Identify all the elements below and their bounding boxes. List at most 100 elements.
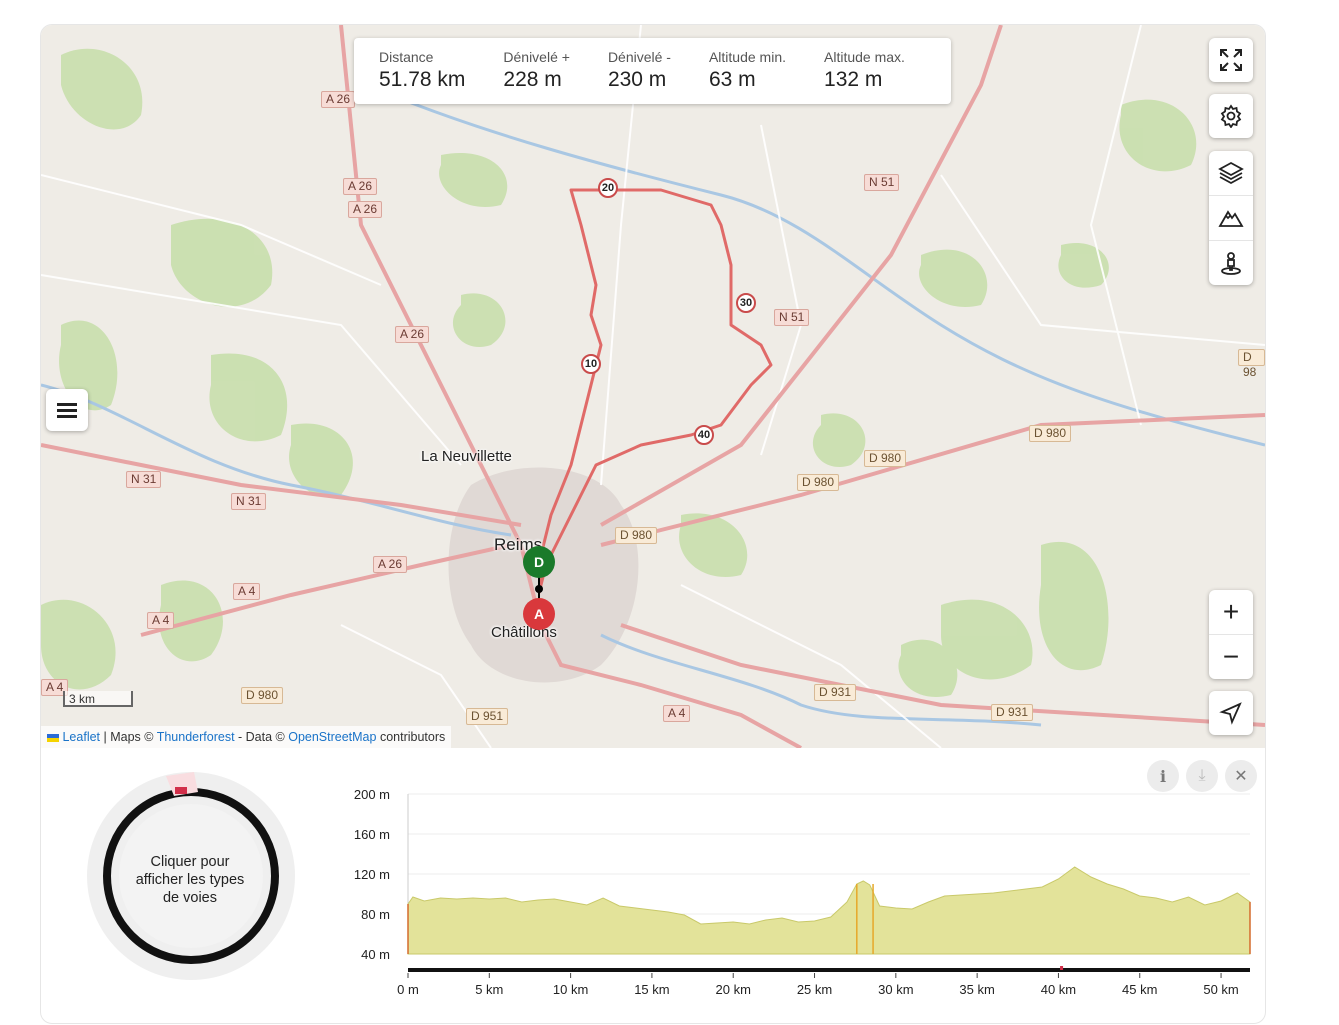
km-marker: 10 (581, 354, 601, 374)
x-tick-label: 35 km (959, 982, 994, 997)
menu-icon (57, 403, 77, 418)
attrib-text: - Data © (234, 730, 289, 744)
leaflet-link[interactable]: Leaflet (62, 730, 101, 744)
fullscreen-button[interactable] (1209, 38, 1253, 82)
road-label: A 4 (233, 583, 261, 600)
x-tick-label: 0 m (397, 982, 419, 997)
road-label: D 980 (797, 474, 840, 491)
ukraine-flag-icon (47, 733, 59, 742)
road-label: D 98 (1238, 349, 1265, 379)
road-label: D 951 (466, 708, 509, 725)
road-label: D 980 (1029, 425, 1072, 442)
stat-altitude-min: Altitude min. 63 m (709, 38, 786, 104)
stat-value: 63 m (708, 68, 756, 91)
road-label: D 980 (241, 687, 284, 704)
osm-link[interactable]: OpenStreetMap (288, 730, 377, 744)
km-marker: 40 (694, 425, 714, 445)
road-label: A 4 (41, 679, 69, 696)
road-label: A 4 (663, 705, 691, 722)
road-label: D 980 (864, 450, 907, 467)
attrib-text: contributors (376, 730, 446, 744)
streetview-button[interactable] (1209, 240, 1253, 285)
road-label: N 51 (774, 309, 810, 326)
road-label: N 31 (231, 493, 267, 510)
locate-icon (1219, 702, 1242, 725)
fullscreen-icon (1220, 49, 1242, 71)
layers-button[interactable] (1209, 151, 1253, 195)
x-tick-label: 5 km (475, 982, 503, 997)
stat-value: 228 m (503, 68, 562, 91)
stat-altitude-max: Altitude max. 132 m (824, 38, 905, 104)
end-pin[interactable]: A (523, 598, 555, 630)
locate-button[interactable] (1209, 691, 1253, 735)
start-pin[interactable]: D (523, 546, 555, 578)
elevation-area (407, 866, 1251, 955)
x-tick-label: 20 km (716, 982, 751, 997)
y-tick-label: 200 m (354, 787, 390, 802)
route-type-highlight (1060, 966, 1064, 970)
road-types-donut[interactable] (80, 772, 304, 984)
km-marker: 20 (598, 178, 618, 198)
layers-icon (1218, 161, 1244, 185)
stat-label: Altitude min. (708, 49, 787, 65)
map-scale: 3 km (63, 691, 133, 707)
map-tiles (41, 25, 1265, 748)
download-button[interactable]: ⤓ (1186, 760, 1218, 792)
stat-label: Dénivelé + (503, 49, 570, 65)
stat-value: 132 m (824, 68, 883, 91)
stat-value: 230 m (607, 68, 667, 91)
y-tick-label: 160 m (354, 827, 390, 842)
x-tick-label: 45 km (1122, 982, 1157, 997)
road-label: D 931 (991, 704, 1034, 721)
menu-button[interactable] (46, 389, 88, 431)
road-label: N 31 (126, 471, 162, 488)
stat-label: Altitude max. (824, 49, 905, 65)
map[interactable]: La Neuvillette Reims Châtillons A 26 A 2… (41, 25, 1265, 748)
road-label: A 26 (395, 326, 430, 343)
road-label: A 26 (373, 556, 408, 573)
stat-label: Distance (379, 49, 434, 65)
x-tick-label: 25 km (797, 982, 832, 997)
x-tick-label: 10 km (553, 982, 588, 997)
thunderforest-link[interactable]: Thunderforest (156, 730, 235, 744)
stat-elevation-loss: Dénivelé - 230 m (608, 38, 671, 104)
zoom-controls: + − (1209, 590, 1253, 679)
zoom-in-button[interactable]: + (1222, 596, 1240, 627)
place-la-neuvillette: La Neuvillette (421, 448, 512, 465)
stats-panel: Distance 51.78 km Dénivelé + 228 m Déniv… (354, 38, 951, 104)
road-label: A 26 (348, 201, 383, 218)
streetview-icon (1221, 252, 1241, 275)
donut-label[interactable]: Cliquer pour afficher les types de voies (135, 854, 245, 906)
info-button[interactable]: i (1147, 760, 1179, 792)
stat-value: 51.78 km (379, 68, 466, 91)
layer-controls (1209, 151, 1253, 285)
map-attribution: Leaflet | Maps © Thunderforest - Data © … (41, 726, 452, 748)
app-card: La Neuvillette Reims Châtillons A 26 A 2… (40, 24, 1266, 1024)
x-tick-label: 15 km (634, 982, 669, 997)
stat-distance: Distance 51.78 km (379, 38, 465, 104)
y-tick-label: 120 m (354, 867, 390, 882)
settings-button[interactable] (1209, 94, 1253, 138)
road-label: D 980 (615, 527, 658, 544)
road-label: A 26 (343, 178, 378, 195)
mountain-icon (1218, 210, 1244, 227)
terrain-button[interactable] (1209, 195, 1253, 240)
close-button[interactable]: ✕ (1225, 760, 1257, 792)
route-type-bar (408, 968, 1250, 972)
stat-label: Dénivelé - (607, 49, 671, 65)
stat-elevation-gain: Dénivelé + 228 m (503, 38, 570, 104)
road-label: D 931 (814, 684, 857, 701)
settings-icon (1220, 104, 1242, 128)
zoom-out-button[interactable]: − (1209, 634, 1253, 679)
attrib-text: | Maps © (100, 730, 157, 744)
y-tick-label: 80 m (361, 907, 390, 922)
road-label: A 26 (321, 91, 356, 108)
road-label: A 4 (147, 612, 175, 629)
elevation-profile-chart[interactable]: 200 m 160 m 120 m 80 m 40 m 0 m 5 km 10 km 15 km… (330, 780, 1260, 1010)
road-label: N 51 (864, 174, 900, 191)
x-tick-label: 40 km (1041, 982, 1076, 997)
km-marker: 30 (736, 293, 756, 313)
x-tick-label: 30 km (878, 982, 913, 997)
y-tick-label: 40 m (361, 947, 390, 962)
x-tick-label: 50 km (1203, 982, 1238, 997)
